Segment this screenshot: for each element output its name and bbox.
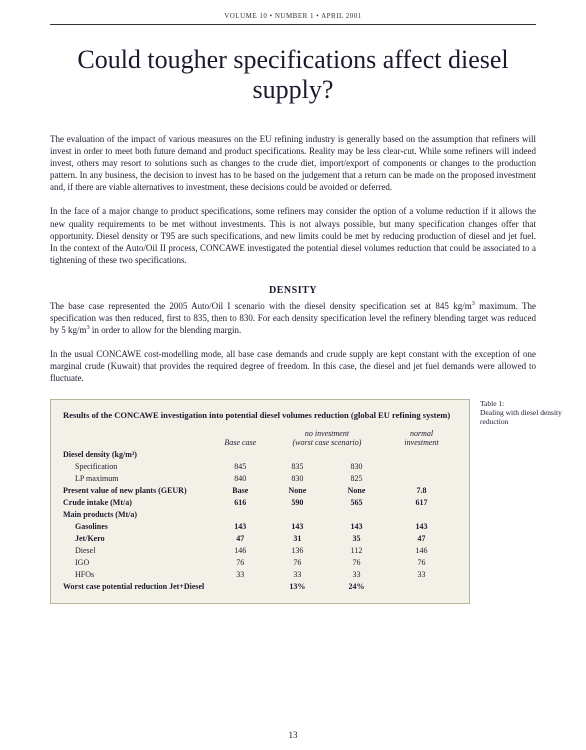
results-table: Base case no investment(worst case scena… [63,428,457,593]
table-cell: None [268,485,327,497]
table-cell [386,581,457,593]
table-cell [268,449,327,461]
table-cell [327,449,386,461]
table-caption: Table 1: Dealing with diesel density red… [480,399,575,426]
table-cell: None [327,485,386,497]
table-cell: 7.8 [386,485,457,497]
table-cell: 616 [213,497,268,509]
table-cell [327,509,386,521]
row-label: Main products (Mt/a) [63,509,213,521]
table-row: IGO76767676 [63,557,457,569]
table-cell: 33 [213,569,268,581]
table-cell: 143 [268,521,327,533]
table-cell: 143 [213,521,268,533]
caption-text: Dealing with diesel density reduction [480,408,562,426]
table-cell: 825 [327,473,386,485]
table-row: Worst case potential reduction Jet+Diese… [63,581,457,593]
para3-a: The base case represented the 2005 Auto/… [50,301,472,311]
table-row: Specification845835830 [63,461,457,473]
row-label: HFOs [63,569,213,581]
table-cell: 143 [386,521,457,533]
table-cell: 24% [327,581,386,593]
row-label: Worst case potential reduction Jet+Diese… [63,581,213,593]
table-cell [386,461,457,473]
table-row: Present value of new plants (GEUR)BaseNo… [63,485,457,497]
table-cell: 13% [268,581,327,593]
row-label: Diesel density (kg/m³) [63,449,213,461]
table-cell: 76 [327,557,386,569]
row-label: IGO [63,557,213,569]
table-cell: 112 [327,545,386,557]
table-cell [386,473,457,485]
table-wrap: Results of the CONCAWE investigation int… [50,399,536,604]
table-cell [213,509,268,521]
table-cell: 146 [213,545,268,557]
row-label: LP maximum [63,473,213,485]
table-1: Results of the CONCAWE investigation int… [50,399,470,604]
section-heading-density: DENSITY [50,284,536,298]
table-cell: 47 [386,533,457,545]
row-label: Specification [63,461,213,473]
header-rule [50,24,536,25]
table-cell: 33 [386,569,457,581]
table-cell: 840 [213,473,268,485]
table-cell: 830 [327,461,386,473]
table-row: LP maximum840830825 [63,473,457,485]
table-cell: 146 [386,545,457,557]
table-cell [386,449,457,461]
table-cell: 33 [327,569,386,581]
table-cell: 830 [268,473,327,485]
table-cell: 76 [268,557,327,569]
table-cell [213,581,268,593]
table-row: HFOs33333333 [63,569,457,581]
table-cell: 617 [386,497,457,509]
row-label: Jet/Kero [63,533,213,545]
table-cell: 47 [213,533,268,545]
table-cell: 76 [386,557,457,569]
table-cell: 845 [213,461,268,473]
table-title: Results of the CONCAWE investigation int… [63,410,457,420]
table-row: Main products (Mt/a) [63,509,457,521]
row-label: Diesel [63,545,213,557]
col-head-normal: normalinvestment [386,428,457,449]
table-cell: Base [213,485,268,497]
caption-label: Table 1: [480,399,504,408]
table-cell: 31 [268,533,327,545]
body-text: The evaluation of the impact of various … [50,133,536,385]
paragraph-3: The base case represented the 2005 Auto/… [50,300,536,336]
paragraph-1: The evaluation of the impact of various … [50,133,536,194]
row-label: Present value of new plants (GEUR) [63,485,213,497]
table-cell: 565 [327,497,386,509]
table-row: Diesel density (kg/m³) [63,449,457,461]
row-label: Gasolines [63,521,213,533]
table-cell: 143 [327,521,386,533]
paragraph-4: In the usual CONCAWE cost-modelling mode… [50,348,536,384]
article-title: Could tougher specifications affect dies… [50,45,536,105]
table-cell: 35 [327,533,386,545]
para3-c: in order to allow for the blending margi… [90,325,242,335]
paragraph-2: In the face of a major change to product… [50,205,536,266]
table-cell: 33 [268,569,327,581]
table-cell: 136 [268,545,327,557]
journal-header: VOLUME 10 • NUMBER 1 • APRIL 2001 [0,0,586,20]
col-head-base: Base case [213,428,268,449]
page-number: 13 [0,730,586,740]
table-row: Jet/Kero47313547 [63,533,457,545]
table-cell [386,509,457,521]
table-cell: 835 [268,461,327,473]
table-cell: 76 [213,557,268,569]
table-row: Diesel146136112146 [63,545,457,557]
row-label: Crude intake (Mt/a) [63,497,213,509]
table-row: Gasolines143143143143 [63,521,457,533]
table-row: Crude intake (Mt/a)616590565617 [63,497,457,509]
table-cell [213,449,268,461]
table-cell [268,509,327,521]
col-head-noinvest: no investment(worst case scenario) [268,428,386,449]
table-cell: 590 [268,497,327,509]
